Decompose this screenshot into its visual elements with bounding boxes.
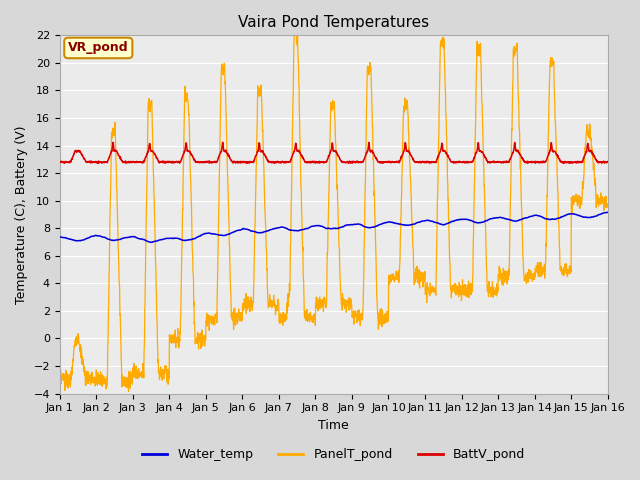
Title: Vaira Pond Temperatures: Vaira Pond Temperatures <box>238 15 429 30</box>
Text: VR_pond: VR_pond <box>68 41 129 54</box>
Legend: Water_temp, PanelT_pond, BattV_pond: Water_temp, PanelT_pond, BattV_pond <box>138 443 530 466</box>
Y-axis label: Temperature (C), Battery (V): Temperature (C), Battery (V) <box>15 125 28 304</box>
X-axis label: Time: Time <box>318 419 349 432</box>
